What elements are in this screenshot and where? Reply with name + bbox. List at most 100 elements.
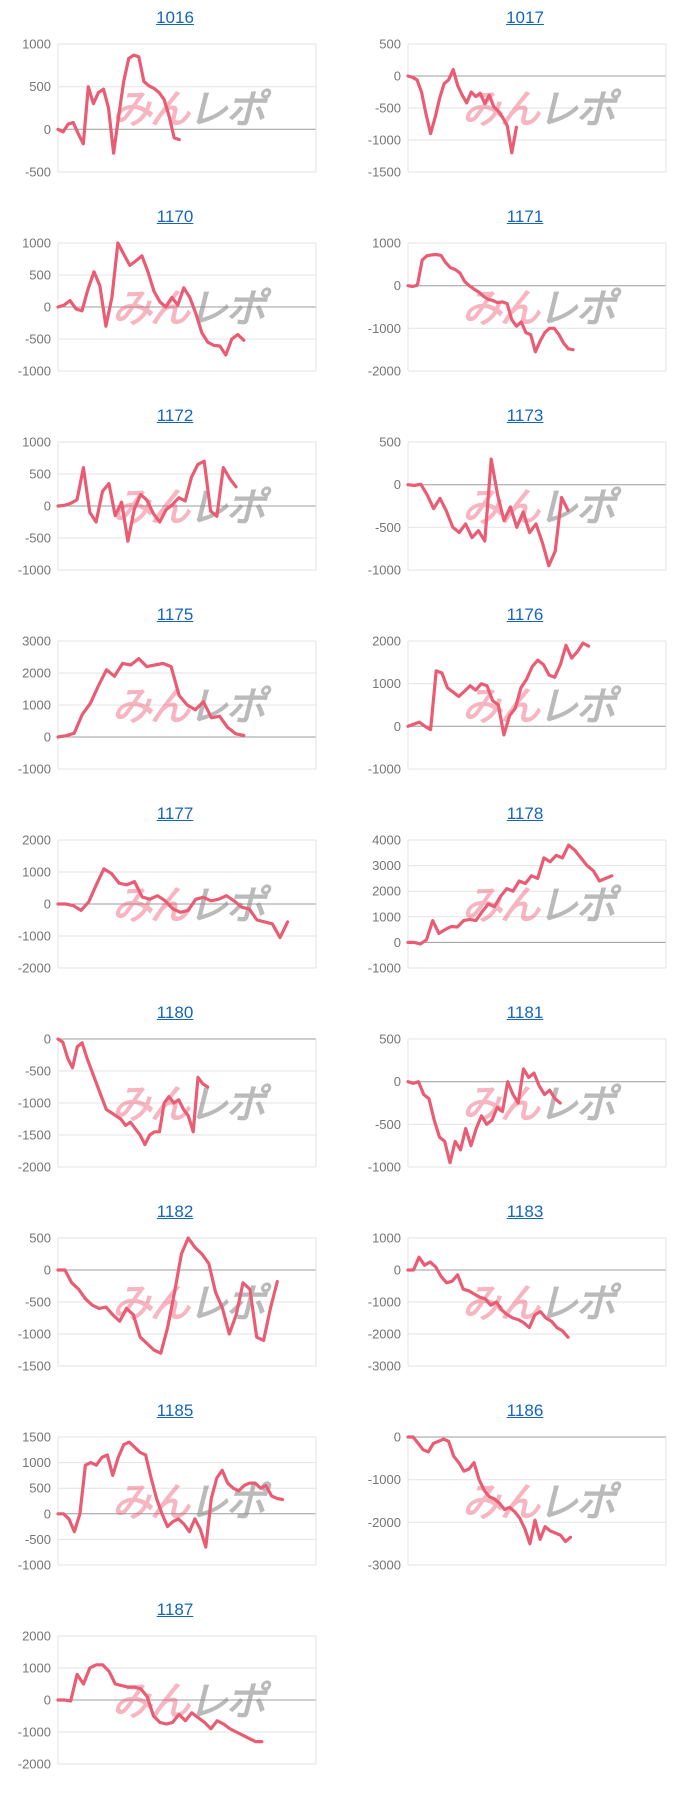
chart-title-link[interactable]: 1183 xyxy=(506,1202,544,1221)
chart-title-link[interactable]: 1178 xyxy=(506,804,544,823)
y-tick-label: -500 xyxy=(375,101,401,116)
y-tick-label: 500 xyxy=(29,467,51,482)
watermark-part1: みん xyxy=(462,1481,542,1525)
chart-plot: 0 -500 -1000 -1500 -2000 みんレポ xyxy=(18,1032,317,1175)
y-tick-label: 500 xyxy=(379,435,401,450)
y-tick-label: -500 xyxy=(375,1117,401,1132)
y-tick-label: 1000 xyxy=(372,909,401,924)
chart-cell: 1180 0 -500 -1000 -1500 -2000 みんレポ xyxy=(0,995,350,1194)
chart-plot: 500 0 -500 -1000 みんレポ xyxy=(368,435,667,578)
chart-title-row: 1017 xyxy=(350,5,700,31)
y-tick-label: -1000 xyxy=(368,1472,401,1487)
y-tick-label: 500 xyxy=(29,1481,51,1496)
chart-title-link[interactable]: 1171 xyxy=(506,207,544,226)
y-tick-label: 0 xyxy=(44,1506,51,1521)
data-line xyxy=(56,53,181,155)
chart-plot: 2000 1000 0 -1000 みんレポ xyxy=(368,634,667,777)
chart-plot: 1500 1000 500 0 -500 -1000 みんレポ xyxy=(18,1430,317,1573)
watermark-part1: みん xyxy=(112,884,192,928)
chart-cell: 1185 1500 1000 500 0 -500 -1000 みんレポ xyxy=(0,1393,350,1592)
chart-title-link[interactable]: 1016 xyxy=(156,8,194,27)
chart-title-link[interactable]: 1172 xyxy=(156,406,194,425)
chart-plot: 3000 2000 1000 0 -1000 みんレポ xyxy=(18,634,317,777)
y-tick-label: -1000 xyxy=(18,364,51,379)
chart-cell: 1171 1000 0 -1000 -2000 みんレポ xyxy=(350,199,700,398)
watermark: みんレポ xyxy=(112,884,272,928)
watermark-part1: みん xyxy=(112,88,192,132)
y-tick-label: -500 xyxy=(375,520,401,535)
y-tick-label: 1000 xyxy=(372,676,401,691)
y-tick-label: -1000 xyxy=(368,1160,401,1175)
y-tick-label: 1000 xyxy=(22,865,51,880)
y-tick-label: 0 xyxy=(44,499,51,514)
y-tick-label: 0 xyxy=(394,1074,401,1089)
chart-title-link[interactable]: 1187 xyxy=(156,1600,194,1619)
y-tick-label: -1000 xyxy=(18,1725,51,1740)
y-tick-label: 0 xyxy=(44,730,51,745)
y-tick-label: 0 xyxy=(394,1430,401,1445)
y-tick-label: -1000 xyxy=(368,961,401,976)
y-tick-label: -1000 xyxy=(368,762,401,777)
y-tick-label: -1000 xyxy=(18,1327,51,1342)
y-tick-label: -1500 xyxy=(18,1359,51,1374)
y-tick-label: 0 xyxy=(394,278,401,293)
chart-plot: 500 0 -500 -1000 -1500 みんレポ xyxy=(368,37,667,180)
y-tick-label: 0 xyxy=(44,1263,51,1278)
y-tick-label: 0 xyxy=(44,122,51,137)
data-line xyxy=(406,252,575,354)
y-tick-label: 1500 xyxy=(22,1430,51,1445)
y-tick-label: -2000 xyxy=(18,961,51,976)
data-line xyxy=(406,843,614,946)
chart-title-link[interactable]: 1181 xyxy=(506,1003,544,1022)
chart-title-link[interactable]: 1017 xyxy=(506,8,544,27)
chart-cell: 1176 2000 1000 0 -1000 みんレポ xyxy=(350,597,700,796)
chart-title-row: 1181 xyxy=(350,1000,700,1026)
chart-title-link[interactable]: 1186 xyxy=(506,1401,544,1420)
chart-plot: 1000 500 0 -500 -1000 みんレポ xyxy=(18,236,317,379)
watermark: みんレポ xyxy=(112,1481,272,1525)
chart-title-link[interactable]: 1182 xyxy=(156,1202,194,1221)
y-tick-label: 4000 xyxy=(372,833,401,848)
y-tick-label: -500 xyxy=(25,165,51,180)
chart-title-link[interactable]: 1185 xyxy=(156,1401,194,1420)
y-tick-label: -1000 xyxy=(368,321,401,336)
data-line xyxy=(406,1067,562,1165)
y-tick-label: -1000 xyxy=(18,762,51,777)
watermark-part2: レポ xyxy=(188,287,272,331)
chart-title-link[interactable]: 1177 xyxy=(156,804,194,823)
watermark-part2: レポ xyxy=(538,1282,622,1326)
chart-title-link[interactable]: 1180 xyxy=(156,1003,194,1022)
chart-title-link[interactable]: 1176 xyxy=(506,605,544,624)
chart-title-row: 1175 xyxy=(0,602,350,628)
y-tick-label: 1000 xyxy=(22,236,51,251)
watermark-part2: レポ xyxy=(188,486,272,530)
watermark: みんレポ xyxy=(462,685,622,729)
watermark: みんレポ xyxy=(112,1083,272,1127)
chart-title-row: 1182 xyxy=(0,1199,350,1225)
watermark-part1: みん xyxy=(112,685,192,729)
y-tick-label: -2000 xyxy=(18,1757,51,1772)
chart-title-link[interactable]: 1173 xyxy=(506,406,544,425)
chart-plot: 0 -1000 -2000 -3000 みんレポ xyxy=(368,1430,667,1573)
data-line xyxy=(56,1663,264,1744)
y-tick-label: 500 xyxy=(379,1032,401,1047)
watermark-part2: レポ xyxy=(538,685,622,729)
watermark: みんレポ xyxy=(112,1282,272,1326)
chart-title-link[interactable]: 1175 xyxy=(156,605,194,624)
y-tick-label: 500 xyxy=(29,268,51,283)
watermark: みんレポ xyxy=(462,287,622,331)
y-tick-label: 1000 xyxy=(22,698,51,713)
y-tick-label: -2000 xyxy=(368,1327,401,1342)
chart-plot: 500 0 -500 -1000 みんレポ xyxy=(368,1032,667,1175)
y-tick-label: 2000 xyxy=(22,1629,51,1644)
data-line xyxy=(406,1435,573,1546)
chart-title-link[interactable]: 1170 xyxy=(156,207,194,226)
chart-title-row: 1172 xyxy=(0,403,350,429)
watermark-part2: レポ xyxy=(188,685,272,729)
watermark-part2: レポ xyxy=(188,88,272,132)
data-line xyxy=(56,459,238,543)
watermark-part1: みん xyxy=(462,1083,542,1127)
